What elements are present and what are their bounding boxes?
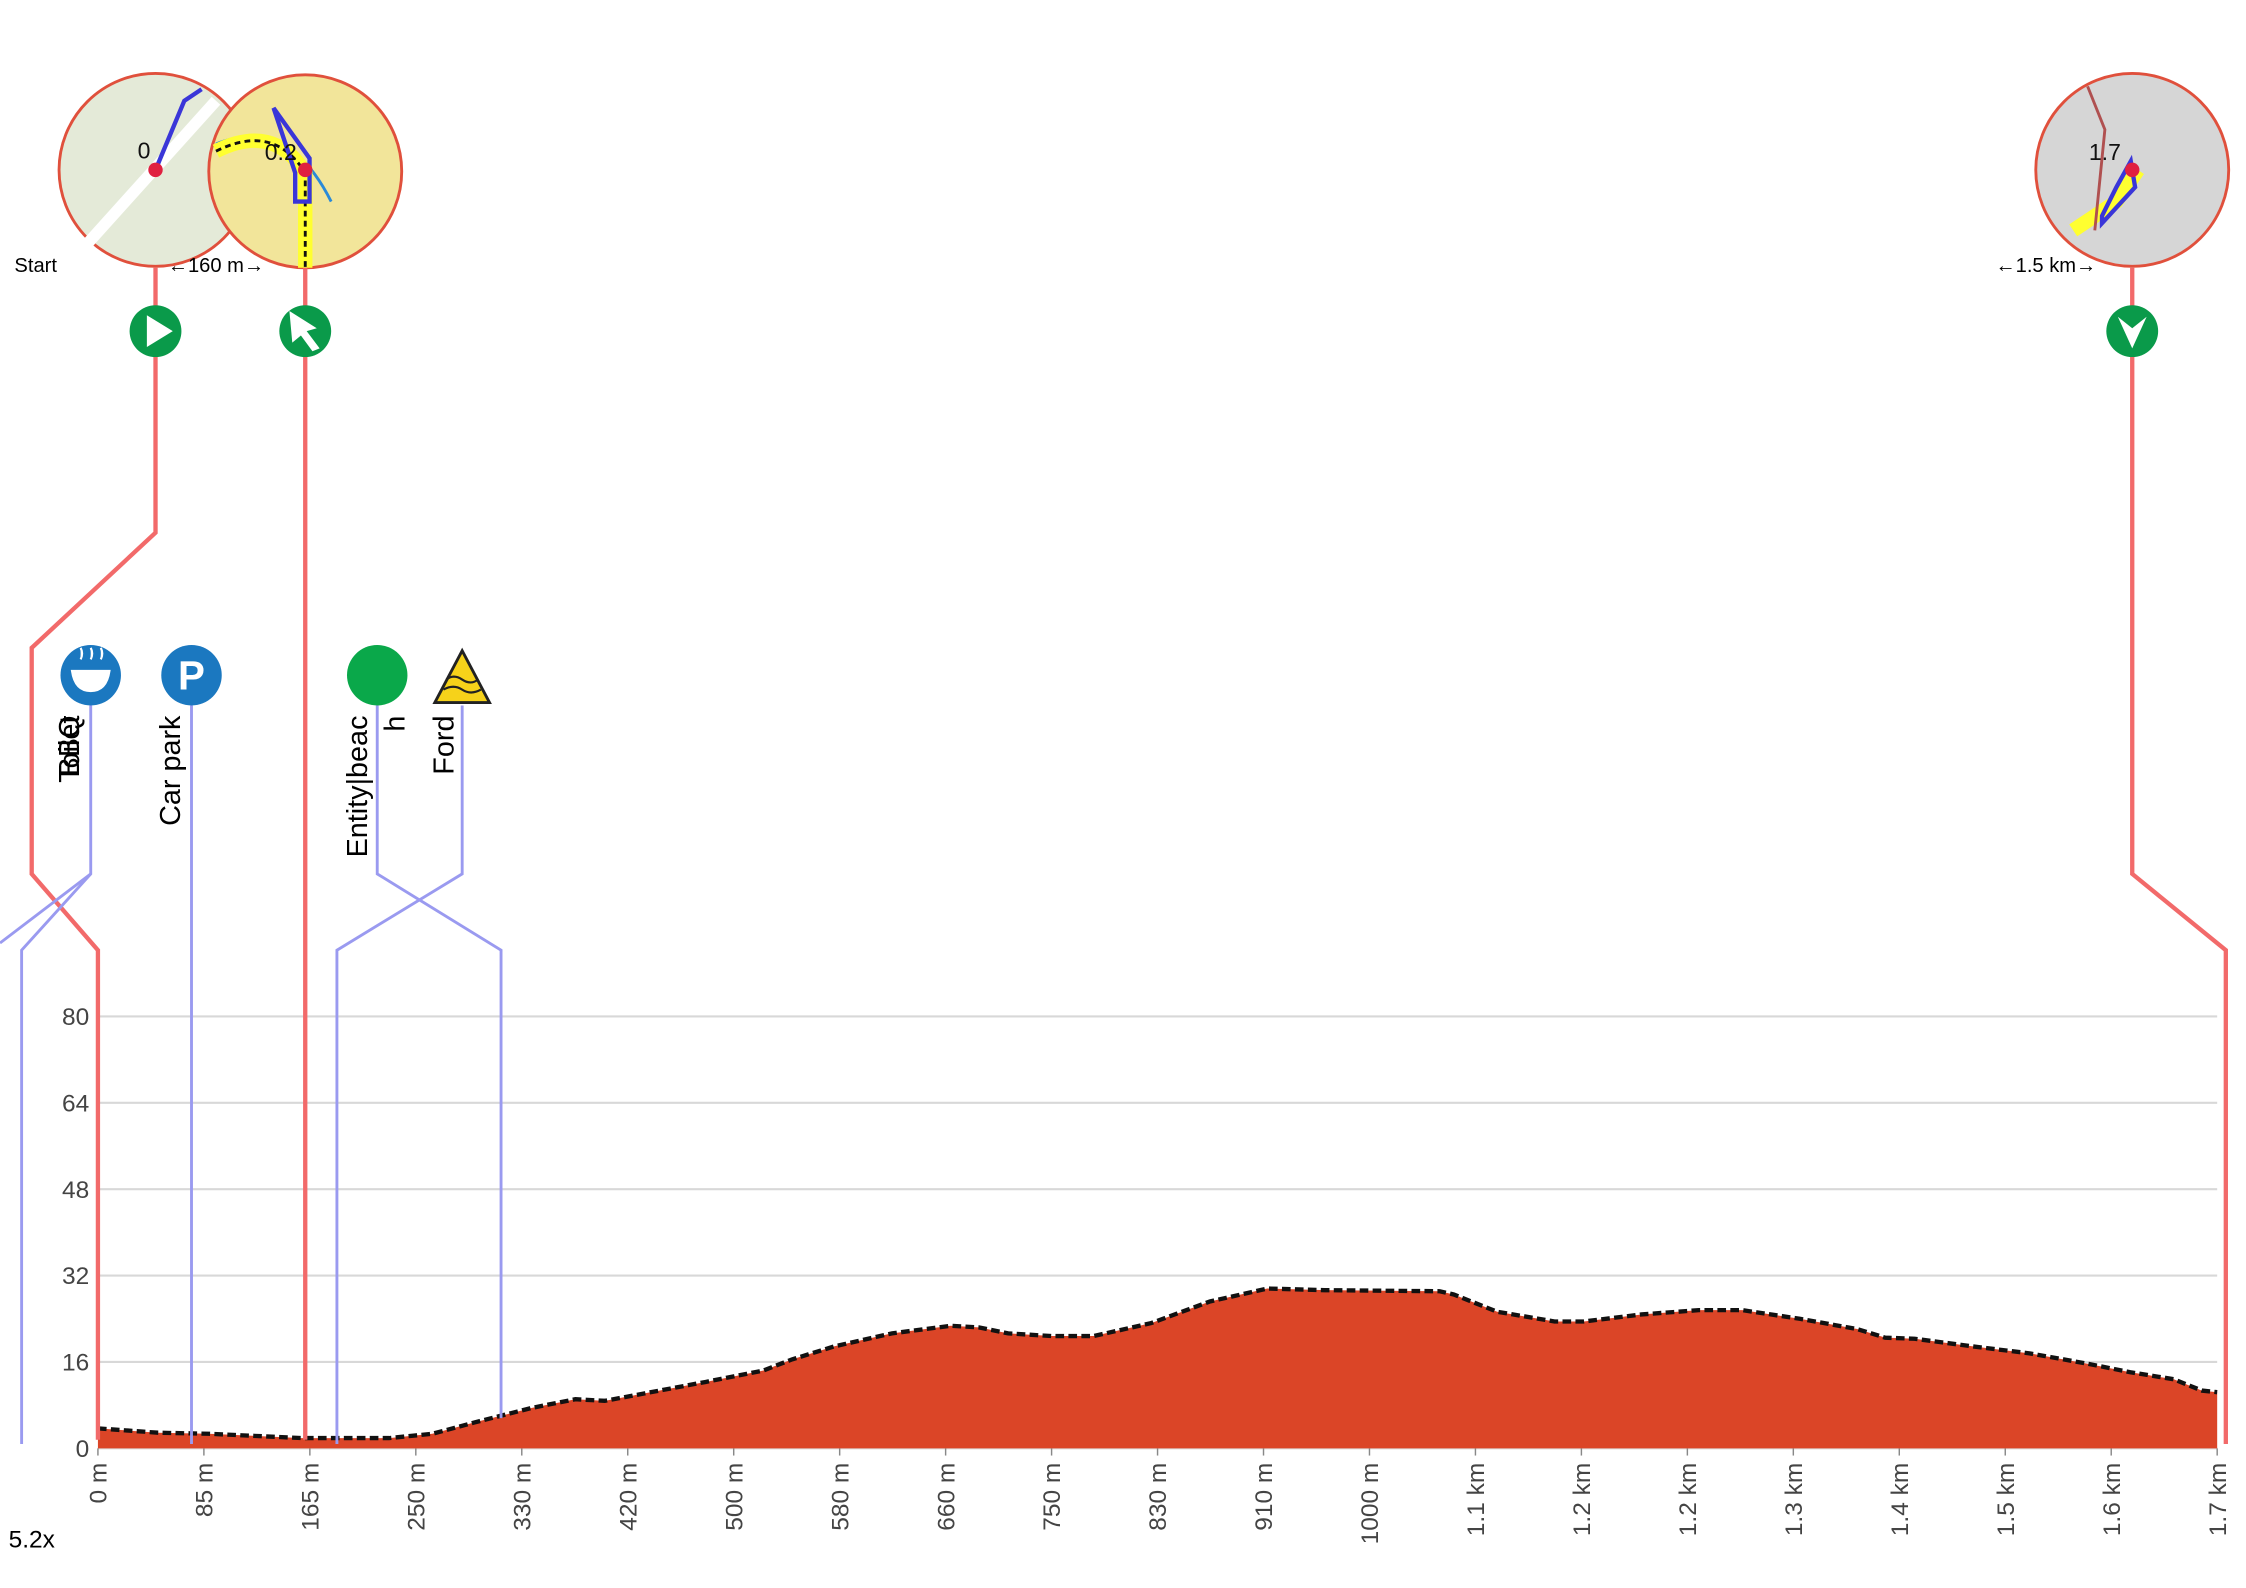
ford-icon — [435, 651, 490, 703]
map-pin — [2125, 163, 2139, 177]
map-distance: 0 — [138, 137, 151, 163]
x-tick-label: 1000 m — [1357, 1463, 1384, 1545]
poi-leaders — [0, 705, 501, 1444]
leader-line — [377, 705, 501, 1418]
waypoint-label: Start — [14, 255, 57, 277]
poi-label: Ford — [429, 716, 461, 775]
map-distance: 0.2 — [265, 139, 297, 165]
y-tick-label: 80 — [62, 1004, 89, 1031]
map-pin — [298, 163, 312, 177]
x-tick-label: 750 m — [1039, 1463, 1066, 1531]
x-tick-label: 0 m — [86, 1463, 113, 1504]
x-tick-label: 165 m — [297, 1463, 324, 1531]
poi-label: h — [380, 716, 412, 732]
x-tick-label: 500 m — [721, 1463, 748, 1531]
x-tick-label: 1.3 km — [1781, 1463, 1808, 1536]
elevation-area — [98, 1289, 2217, 1449]
route-maps — [59, 73, 2229, 267]
waypoint-label: ←160 m→ — [168, 255, 264, 277]
x-tick-label: 1.5 km — [1993, 1463, 2020, 1536]
x-tick-label: 1.2 km — [1675, 1463, 1702, 1536]
x-tick-label: 1.7 km — [2205, 1463, 2232, 1536]
direction-icons: P — [60, 305, 2158, 705]
map-pin — [148, 163, 162, 177]
x-tick-label: 1.6 km — [2099, 1463, 2126, 1536]
x-tick-label: 660 m — [933, 1463, 960, 1531]
y-tick-label: 64 — [62, 1090, 89, 1117]
leader-line — [0, 874, 91, 943]
parking-glyph: P — [178, 654, 205, 699]
poi-label: Car park — [155, 715, 187, 826]
poi-label: BBQ — [54, 716, 86, 777]
y-tick-label: 16 — [62, 1350, 89, 1377]
x-tick-label: 1.2 km — [1569, 1463, 1596, 1536]
y-tick-label: 0 — [76, 1436, 90, 1463]
page: {"chart_data": {"type": "area", "x": [0,… — [0, 0, 2246, 1588]
waypoint-label: ←1.5 km→ — [1995, 255, 2096, 277]
leader-line — [32, 268, 156, 1440]
poi-label: Entity|beac — [342, 716, 374, 858]
y-tick-label: 48 — [62, 1177, 89, 1204]
map-distance: 1.7 — [2089, 139, 2121, 165]
x-tick-label: 420 m — [615, 1463, 642, 1531]
chart: P 0 16 32 48 64 80 0 m 85 m 165 m 250 m 330 m 420 m… — [0, 0, 2246, 1588]
x-tick-label: 910 m — [1251, 1463, 1278, 1531]
x-tick-label: 85 m — [192, 1463, 219, 1517]
x-tick-label: 1.1 km — [1463, 1463, 1490, 1536]
x-tick-label: 1.4 km — [1887, 1463, 1914, 1536]
x-tick-label: 250 m — [403, 1463, 430, 1531]
zoom-label: 5.2x — [9, 1527, 55, 1554]
x-tick-label: 580 m — [827, 1463, 854, 1531]
leader-line — [2132, 268, 2226, 1444]
x-tick-label: 830 m — [1145, 1463, 1172, 1531]
x-tick-label: 330 m — [509, 1463, 536, 1531]
beach-icon — [347, 645, 407, 705]
y-tick-label: 32 — [62, 1263, 89, 1290]
plot — [98, 1016, 2217, 1455]
